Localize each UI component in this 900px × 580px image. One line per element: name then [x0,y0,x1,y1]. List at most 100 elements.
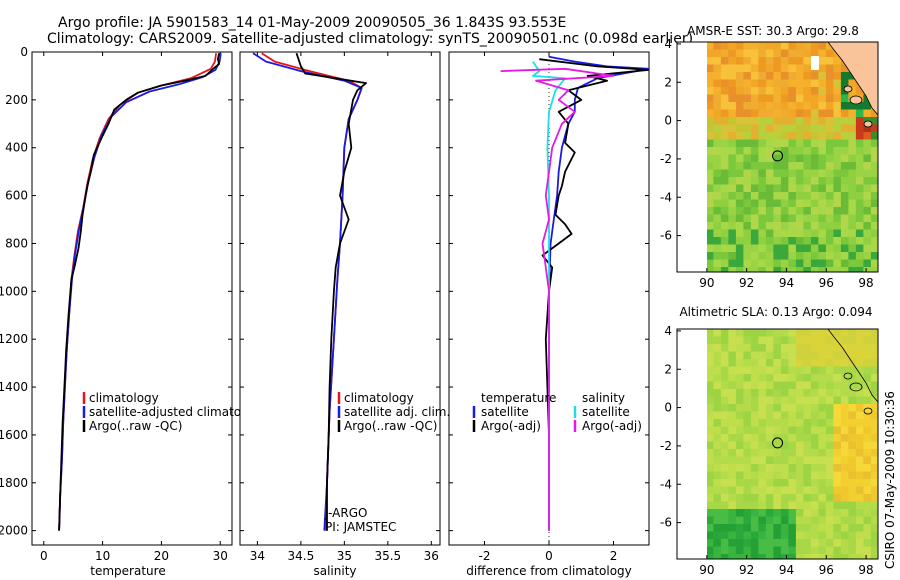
map-cell [758,214,767,223]
map-cell [750,419,759,427]
map-cell [825,49,834,58]
map-cell [788,207,797,215]
map-cell [750,471,759,480]
map-cell [713,124,722,133]
map-cell [795,147,804,155]
map-cell [825,154,834,163]
map-cell [758,117,767,125]
x-tick-label: 35 [337,549,352,563]
map-cell [713,464,722,472]
map-cell [795,351,804,360]
map-cell [728,154,737,163]
map-cell [870,109,878,118]
map-cell [818,132,827,140]
map-cell [870,336,878,345]
map-cell [773,464,782,472]
map-cell [780,366,789,375]
map-cell [818,229,827,238]
map-cell [713,237,722,245]
map-cell [848,396,857,405]
map-cell [780,222,789,230]
map-cell [765,434,774,442]
map-cell [720,72,729,80]
map-cell [795,109,804,118]
map-cell [765,132,774,140]
x-tick-label: 35.5 [374,549,401,563]
sst-map-field [707,42,878,272]
map-cell [743,366,752,375]
map-cell [773,79,782,88]
map-cell [728,117,737,125]
map-cell [840,381,849,390]
map-cell [810,207,819,215]
map-cell [780,162,789,170]
map-cell [765,229,774,238]
map-cell [720,267,729,272]
sumatra-coast-icon [827,42,878,116]
legend-sal-satellite: satellite adj. clim. [344,405,450,419]
map-cell [728,139,737,148]
map-cell [803,184,812,193]
map-cell [788,79,797,88]
map-cell [795,524,804,532]
map-cell [780,207,789,215]
map-cell [833,404,842,412]
map-cell [803,214,812,223]
map-cell [735,222,744,230]
map-cell [735,162,744,170]
map-cell [810,351,819,360]
map-cell [720,169,729,178]
map-cell [780,344,789,352]
map-cell [728,222,737,230]
map-cell [833,456,842,465]
map-cell [743,139,752,148]
map-cell [750,554,759,559]
map-cell [788,162,797,170]
map-cell [855,169,864,178]
map-cell [840,147,849,155]
map-cell [840,509,849,517]
map-cell [707,169,714,178]
map-cell [825,419,834,427]
map-cell [728,449,737,457]
legend-diff-temp-argo: Argo(-adj) [481,419,541,433]
map-cell [818,177,827,185]
map-cell [848,109,857,118]
map-cell [720,381,729,390]
map-cell [758,546,767,555]
map-cell [758,177,767,185]
depth-tick-labels: 0 200 400 600 800 1000 1200 1400 1600 1800 2000 [0,45,232,538]
temperature-legend: climatology satellite-adjusted climatolo… [82,391,267,433]
map-cell [848,486,857,495]
map-cell [765,154,774,163]
map-cell [848,449,857,457]
map-cell [743,214,752,223]
map-cell [848,501,857,510]
map-cell [713,411,722,420]
map-cell [833,252,842,260]
map-cell [765,252,774,260]
map-cell [773,336,782,345]
map-cell [720,237,729,245]
map-cell [750,441,759,450]
y-tick-label: -2 [660,152,672,166]
map-cell [713,434,722,442]
difference-lines [500,55,649,531]
map-cell [795,554,804,559]
map-cell [750,192,759,200]
map-cell [810,229,819,238]
map-cell [743,117,752,125]
map-cell [780,329,789,337]
map-cell [728,344,737,352]
map-cell [833,426,842,435]
map-cell [855,344,864,352]
map-cell [765,546,774,555]
map-cell [833,199,842,208]
map-cell [818,147,827,155]
map-cell [720,124,729,133]
map-cell [707,237,714,245]
map-cell [765,49,774,58]
map-cell [848,329,857,337]
map-cell [825,147,834,155]
map-cell [863,374,872,382]
